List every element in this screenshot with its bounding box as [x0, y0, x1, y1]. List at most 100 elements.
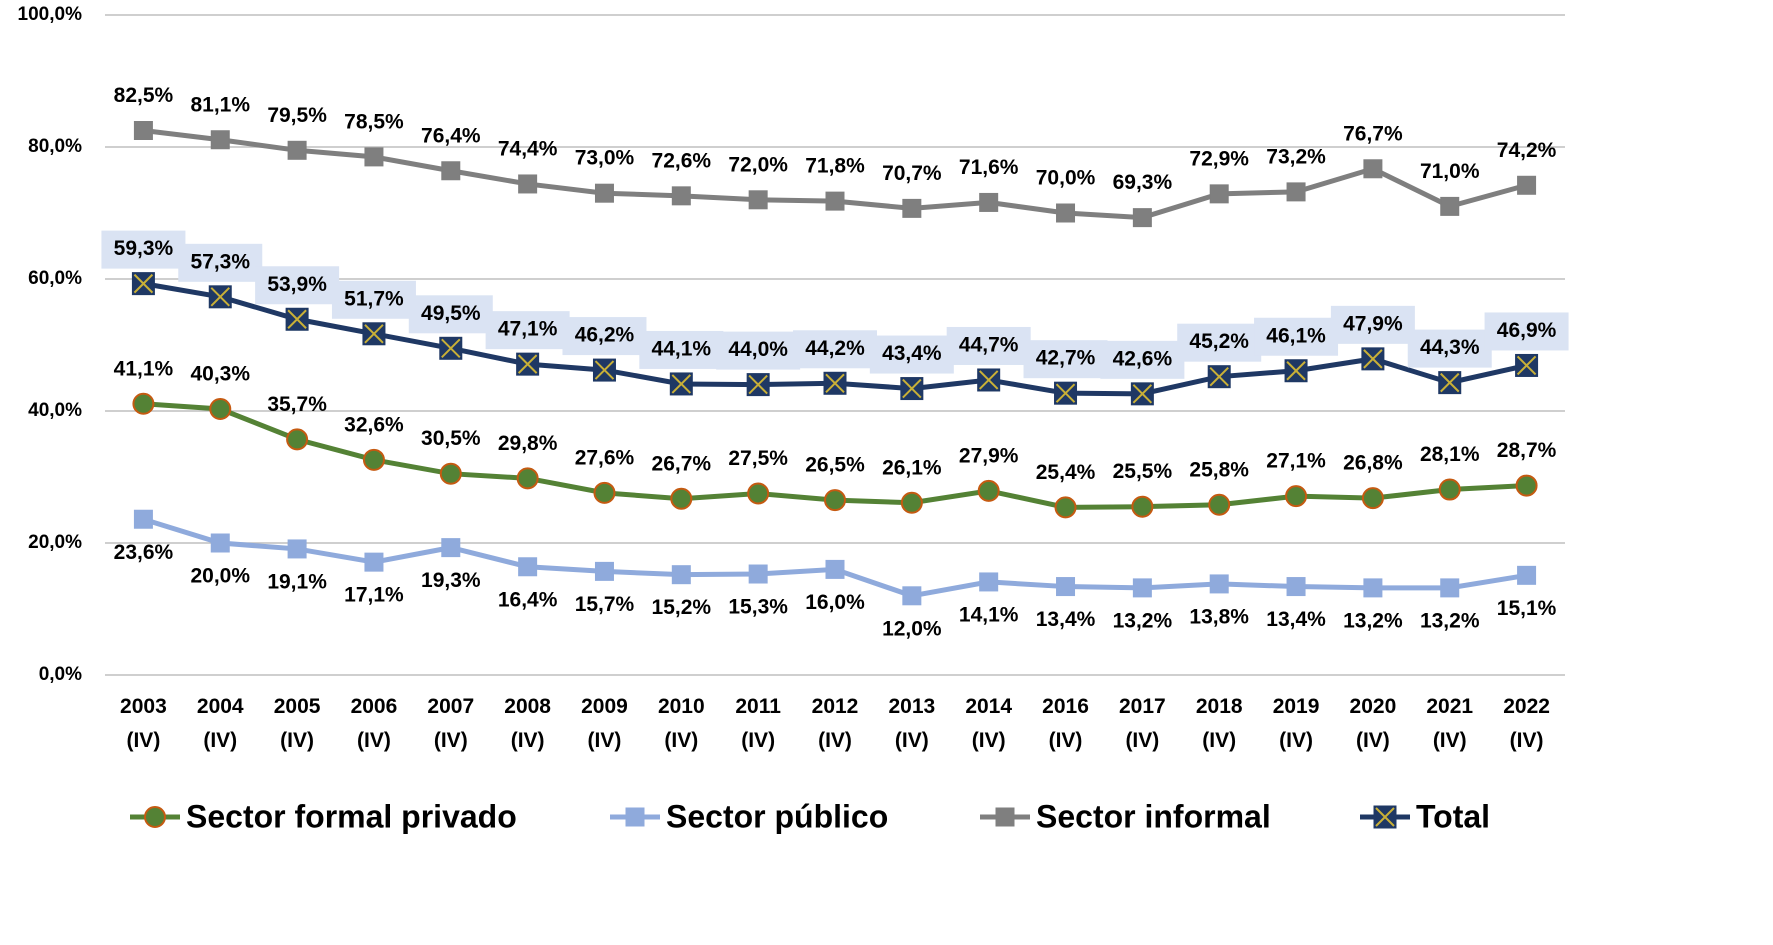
marker-shape — [902, 198, 922, 218]
data-label: 74,4% — [498, 138, 558, 161]
x-tick-label: 2014 (IV) — [965, 695, 1013, 752]
label-background — [562, 317, 647, 356]
data-label: 73,2% — [1266, 145, 1326, 168]
marker — [1363, 578, 1383, 598]
marker-shape — [1363, 159, 1383, 179]
data-label: 46,2% — [575, 324, 635, 347]
marker-cross — [364, 324, 384, 344]
label-background — [716, 331, 801, 370]
label-background — [1330, 305, 1415, 344]
marker-cross — [210, 287, 230, 307]
data-label: 13,2% — [1113, 609, 1173, 632]
marker-shape — [286, 428, 309, 451]
marker — [593, 481, 616, 504]
marker-shape — [439, 462, 462, 485]
marker — [669, 372, 693, 396]
marker — [1438, 371, 1462, 395]
marker-shape — [441, 538, 461, 558]
marker-shape — [441, 161, 461, 181]
label-background — [1023, 340, 1108, 379]
marker-shape — [1285, 485, 1308, 508]
marker-shape — [1363, 578, 1383, 598]
marker — [1361, 347, 1385, 371]
data-label: 70,7% — [882, 162, 942, 185]
marker — [671, 186, 691, 206]
data-label: 76,4% — [421, 124, 481, 147]
marker — [516, 352, 540, 376]
marker-shape — [979, 572, 999, 592]
data-label: 43,4% — [882, 342, 942, 365]
marker-shape — [1438, 478, 1461, 501]
marker — [1132, 208, 1152, 228]
marker-shape — [671, 565, 691, 585]
marker-cross — [517, 354, 538, 374]
marker — [747, 482, 770, 505]
marker — [1286, 182, 1306, 202]
x-tick-label: 2009 (IV) — [581, 695, 628, 752]
x-tick-label: 2012 (IV) — [811, 695, 859, 752]
marker-cross — [748, 374, 768, 395]
marker-cross — [441, 338, 461, 359]
marker — [748, 564, 768, 584]
marker — [1131, 495, 1154, 518]
marker — [1209, 574, 1229, 594]
x-tick-label: 2008 (IV) — [504, 695, 551, 752]
marker — [209, 398, 232, 421]
marker-shape — [144, 806, 166, 828]
data-label: 69,3% — [1113, 171, 1173, 194]
marker — [902, 586, 922, 606]
data-label: 28,1% — [1420, 443, 1480, 466]
data-label: 76,7% — [1343, 122, 1403, 145]
marker-shape — [1286, 577, 1306, 597]
marker-shape — [210, 533, 230, 553]
marker — [1130, 382, 1154, 406]
marker-cross — [671, 374, 692, 394]
data-label: 27,9% — [959, 444, 1019, 467]
marker-shape — [287, 539, 307, 559]
data-label: 59,3% — [114, 237, 174, 260]
x-tick-label: 2016 (IV) — [1042, 695, 1089, 752]
data-label: 72,0% — [728, 153, 788, 176]
marker-cross — [1055, 383, 1076, 403]
x-tick-label: 2004 (IV) — [196, 695, 244, 752]
marker — [362, 448, 385, 471]
marker — [285, 307, 309, 331]
marker — [1286, 577, 1306, 597]
marker-cross — [1440, 372, 1460, 393]
marker — [287, 539, 307, 559]
data-label: 23,6% — [114, 541, 174, 564]
label-background — [255, 266, 340, 305]
marker — [748, 190, 768, 210]
data-label: 72,6% — [652, 149, 712, 172]
label-background — [869, 335, 954, 374]
data-label: 57,3% — [190, 250, 250, 273]
marker — [208, 285, 232, 309]
x-tick-label: 2018 (IV) — [1195, 695, 1243, 752]
label-background — [1407, 329, 1492, 368]
x-tick-label: 2020 (IV) — [1349, 695, 1397, 752]
label-background — [793, 330, 877, 369]
label-background — [1100, 340, 1185, 379]
label-background — [1484, 312, 1569, 351]
label-background — [331, 280, 416, 319]
marker — [900, 491, 923, 514]
marker-shape — [1132, 208, 1152, 228]
marker-shape — [1361, 487, 1384, 510]
label-background — [408, 295, 493, 334]
data-label: 13,8% — [1189, 605, 1249, 628]
label-background — [946, 326, 1031, 365]
data-label: 16,4% — [498, 588, 558, 611]
marker-shape — [364, 147, 384, 167]
marker — [362, 322, 386, 346]
marker — [594, 183, 614, 203]
data-label: 44,1% — [652, 337, 712, 360]
marker — [824, 489, 846, 512]
marker — [1056, 577, 1076, 597]
data-label: 16,0% — [805, 591, 865, 614]
marker — [1517, 565, 1537, 585]
marker — [746, 373, 770, 397]
data-label: 13,4% — [1266, 608, 1326, 631]
y-tick-label: 100,0% — [18, 4, 83, 25]
legend-label: Sector formal privado — [186, 798, 517, 834]
